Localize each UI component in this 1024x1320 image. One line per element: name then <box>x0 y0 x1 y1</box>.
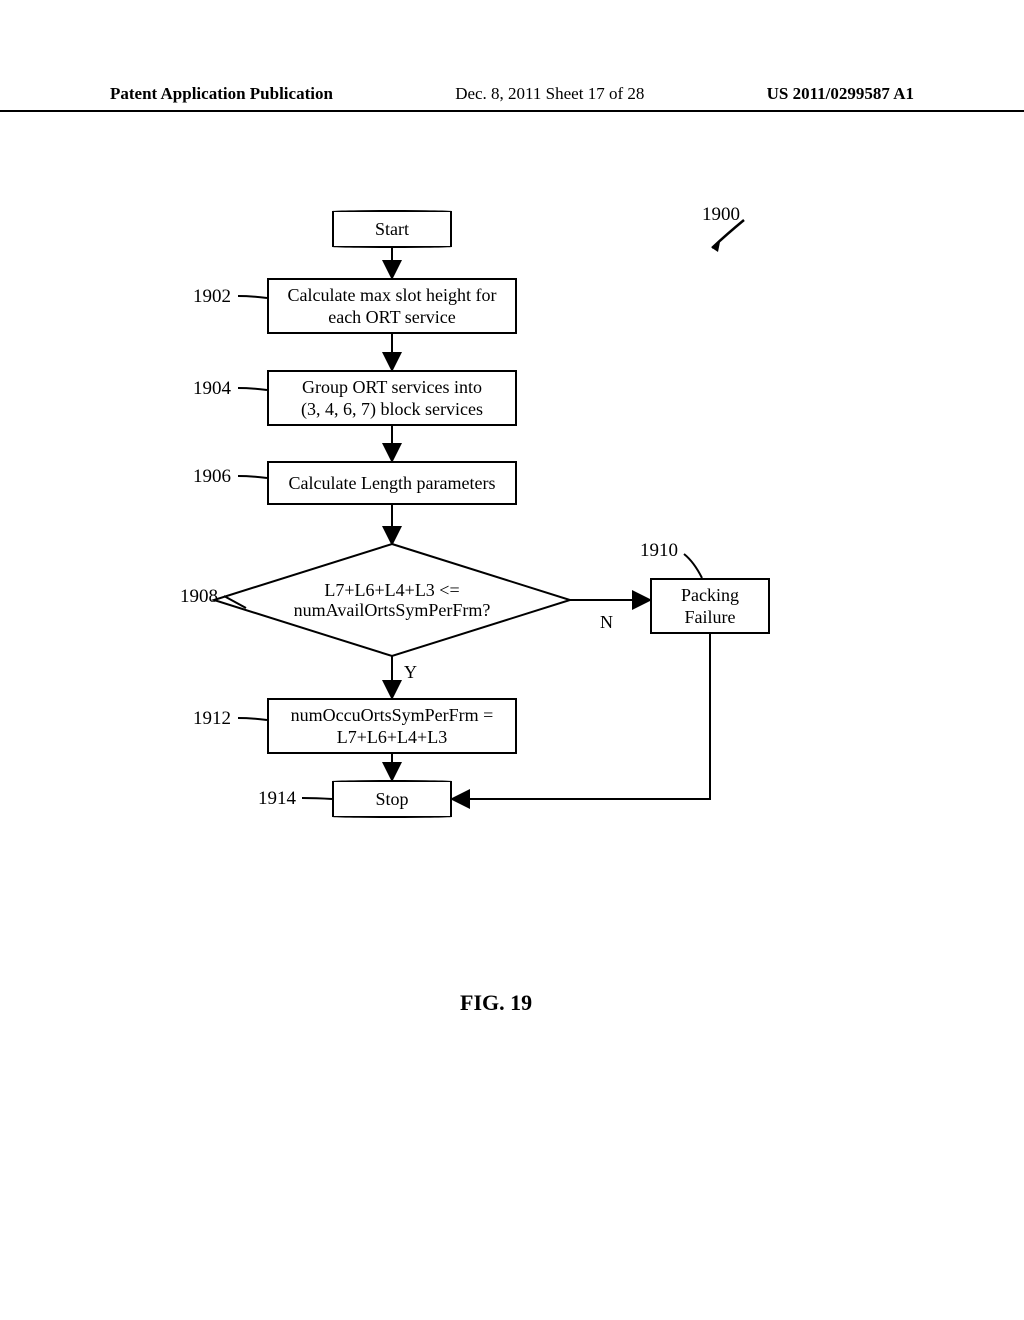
start-label: Start <box>375 219 409 240</box>
node-1902-text: Calculate max slot height for each ORT s… <box>288 284 497 329</box>
edge-no: N <box>600 612 613 632</box>
header-right: US 2011/0299587 A1 <box>767 84 914 104</box>
node-1910: Packing Failure <box>650 578 770 634</box>
ref-1912: 1912 <box>193 708 231 730</box>
node-1902: Calculate max slot height for each ORT s… <box>267 278 517 334</box>
stop-label: Stop <box>375 789 408 810</box>
node-1904-text: Group ORT services into (3, 4, 6, 7) blo… <box>301 376 483 421</box>
ref-1904: 1904 <box>193 378 231 400</box>
node-1906-text: Calculate Length parameters <box>289 472 496 495</box>
node-1906: Calculate Length parameters <box>267 461 517 505</box>
ref-1914: 1914 <box>258 788 296 810</box>
ref-1902: 1902 <box>193 286 231 308</box>
edge-yes: Y <box>404 662 417 682</box>
diamond-text-2: numAvailOrtsSymPerFrm? <box>294 600 491 620</box>
ref-1906: 1906 <box>193 466 231 488</box>
node-1912-text: numOccuOrtsSymPerFrm = L7+L6+L4+L3 <box>291 704 494 749</box>
node-1910-text: Packing Failure <box>681 584 739 629</box>
node-1912: numOccuOrtsSymPerFrm = L7+L6+L4+L3 <box>267 698 517 754</box>
ref-1910: 1910 <box>640 540 678 562</box>
stop-node: Stop <box>332 780 452 818</box>
flowchart: L7+L6+L4+L3 <= numAvailOrtsSymPerFrm? Y … <box>0 200 1024 950</box>
page-header: Patent Application Publication Dec. 8, 2… <box>0 84 1024 112</box>
fig-ref-1900: 1900 <box>702 204 740 226</box>
header-left: Patent Application Publication <box>110 84 333 104</box>
header-mid: Dec. 8, 2011 Sheet 17 of 28 <box>455 84 644 104</box>
diamond-text-1: L7+L6+L4+L3 <= <box>324 580 459 600</box>
start-node: Start <box>332 210 452 248</box>
ref-1908: 1908 <box>180 586 218 608</box>
figure-caption: FIG. 19 <box>460 990 532 1016</box>
node-1904: Group ORT services into (3, 4, 6, 7) blo… <box>267 370 517 426</box>
